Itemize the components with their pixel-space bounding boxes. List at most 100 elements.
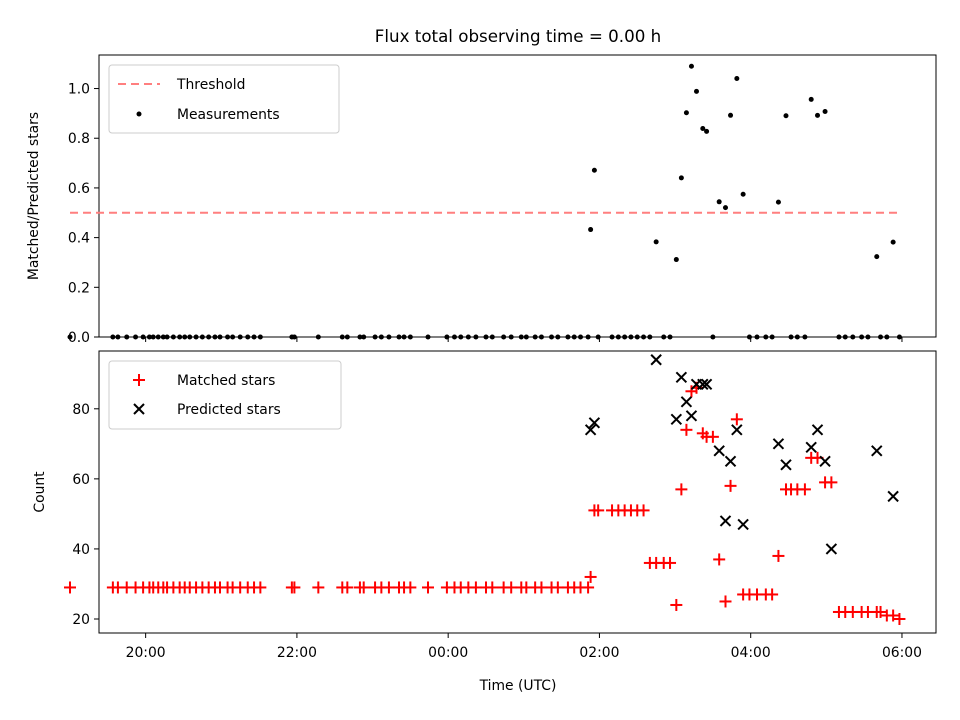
measurement-point [609, 334, 615, 340]
measurement-point [673, 257, 679, 263]
matched-star-marker [680, 423, 693, 436]
matched-star-marker [675, 483, 688, 496]
predicted-star-marker-b [819, 455, 831, 468]
predicted-star-marker-b [805, 441, 817, 454]
predicted-legend-label: Predicted stars [177, 402, 281, 418]
measurement-point [822, 108, 828, 114]
predicted-star-marker [713, 445, 725, 457]
measurement-point [836, 334, 842, 340]
matched-star-marker [486, 581, 499, 594]
measurement-point [890, 239, 896, 245]
matched-stars-points [64, 381, 906, 625]
measurement-point [716, 199, 722, 205]
measurement-point [850, 334, 856, 340]
measurement-point [700, 126, 706, 132]
measurement-point [565, 334, 571, 340]
matched-star-marker [706, 430, 719, 443]
measurement-point [667, 334, 673, 340]
matched-star-marker [288, 581, 301, 594]
measurement-point [115, 334, 121, 340]
measurement-point [150, 334, 156, 340]
measurement-point [199, 334, 205, 340]
predicted-star-marker [887, 490, 899, 503]
measurement-point [372, 334, 378, 340]
measurement-point [501, 334, 507, 340]
predicted-star-marker-b [697, 378, 709, 390]
predicted-star-marker-b [871, 445, 883, 457]
predicted-star-marker-b [780, 459, 792, 471]
predicted-star-marker [819, 455, 831, 468]
matched-star-marker [422, 581, 435, 594]
measurement-point [555, 334, 561, 340]
predicted-star-marker-b [731, 424, 743, 436]
bottom-y-axis-label: Count [32, 471, 48, 513]
measurement-point [683, 110, 689, 116]
measurement-point [808, 96, 814, 102]
measurement-point [508, 334, 514, 340]
matched-star-marker [772, 549, 785, 562]
predicted-star-marker [805, 441, 817, 454]
predicted-star-marker [680, 396, 693, 408]
measurements-legend-label: Measurements [177, 107, 280, 123]
measurement-point [124, 334, 130, 340]
measurement-point [634, 334, 640, 340]
measurement-point [146, 334, 152, 340]
measurement-point [884, 334, 890, 340]
measurement-point [693, 88, 699, 94]
measurement-point [874, 254, 880, 260]
matched-star-marker [582, 581, 595, 594]
measurement-point [230, 334, 236, 340]
measurement-point [206, 334, 212, 340]
measurement-point [878, 334, 884, 340]
measurement-point [110, 334, 116, 340]
matched-star-marker [357, 581, 370, 594]
top-y-tick-label: 0.2 [68, 280, 90, 296]
measurement-point [585, 334, 591, 340]
measurement-point [746, 334, 752, 340]
measurement-point [641, 334, 647, 340]
measurement-point [451, 334, 457, 340]
measurement-point [133, 334, 139, 340]
measurement-point [842, 334, 848, 340]
measurement-point [783, 113, 789, 119]
measurement-point [588, 227, 594, 233]
measurement-point [237, 334, 243, 340]
measurement-point [538, 334, 544, 340]
predicted-star-marker [772, 438, 785, 450]
measurement-points [67, 63, 902, 340]
measurement-point [425, 334, 431, 340]
bottom-y-tick-label: 80 [72, 402, 90, 418]
measurement-point [595, 334, 601, 340]
matched-star-marker [893, 612, 906, 625]
measurement-point [678, 175, 684, 181]
measurement-point [532, 334, 538, 340]
predicted-star-marker-b [670, 413, 683, 426]
matched-legend-marker [133, 374, 145, 386]
predicted-star-marker-b [724, 455, 737, 468]
predicted-star-marker [588, 417, 601, 429]
predicted-star-marker [675, 371, 688, 383]
matched-star-marker [724, 479, 737, 492]
measurement-point [647, 334, 653, 340]
predicted-star-marker-b [675, 371, 688, 383]
predicted-star-marker [825, 543, 838, 555]
measurement-point [339, 334, 345, 340]
measurement-point [225, 334, 231, 340]
measurements-legend-marker [136, 111, 142, 117]
measurement-point [896, 334, 902, 340]
measurement-point [257, 334, 263, 340]
measurement-point [615, 334, 621, 340]
x-tick-label: 20:00 [126, 645, 166, 661]
x-tick-label: 04:00 [731, 645, 771, 661]
measurement-point [622, 334, 628, 340]
measurement-point [734, 75, 740, 81]
predicted-star-marker-b [685, 410, 698, 422]
measurement-point [291, 334, 297, 340]
bottom-x-ticks: 20:00 22:00 00:00 02:00 04:00 06:00 [126, 633, 922, 661]
top-y-tick-label: 1.0 [68, 82, 90, 98]
top-legend-box [108, 64, 340, 134]
matched-star-marker [664, 556, 677, 569]
predicted-stars-points [584, 354, 899, 555]
predicted-star-marker [697, 378, 709, 390]
